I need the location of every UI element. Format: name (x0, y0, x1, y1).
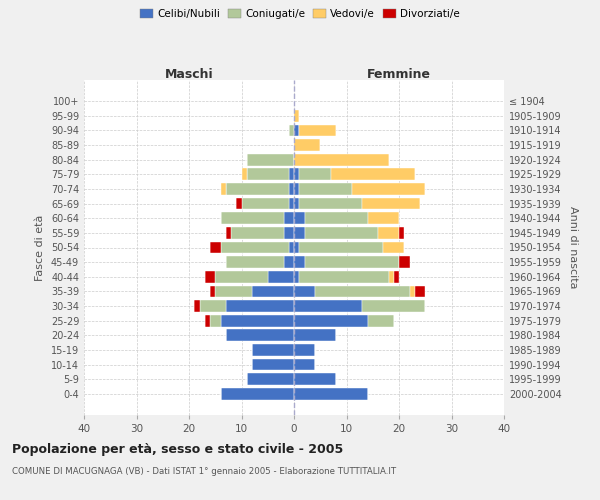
Bar (231, 227, 284, 238)
Bar (210, 286, 215, 298)
Text: Maschi: Maschi (164, 68, 214, 80)
Bar (221, 183, 226, 195)
Bar (294, 154, 389, 166)
Bar (289, 242, 294, 254)
Bar (294, 374, 336, 385)
Bar (294, 344, 315, 356)
Bar (315, 286, 409, 298)
Bar (221, 242, 289, 254)
Bar (305, 256, 399, 268)
Bar (210, 315, 221, 326)
Legend: Celibi/Nubili, Coniugati/e, Vedovi/e, Divorziati/e: Celibi/Nubili, Coniugati/e, Vedovi/e, Di… (136, 5, 464, 24)
Text: Femmine: Femmine (367, 68, 431, 80)
Bar (299, 124, 336, 136)
Bar (294, 212, 305, 224)
Bar (226, 256, 284, 268)
Bar (241, 168, 247, 180)
Bar (299, 242, 383, 254)
Y-axis label: Anni di nascita: Anni di nascita (568, 206, 578, 288)
Bar (294, 110, 299, 122)
Text: Popolazione per età, sesso e stato civile - 2005: Popolazione per età, sesso e stato civil… (12, 442, 343, 456)
Bar (205, 271, 215, 282)
Bar (305, 227, 378, 238)
Bar (294, 256, 305, 268)
Bar (415, 286, 425, 298)
Bar (289, 198, 294, 209)
Bar (226, 300, 294, 312)
Bar (305, 212, 367, 224)
Bar (226, 330, 294, 341)
Bar (247, 154, 294, 166)
Bar (294, 315, 367, 326)
Y-axis label: Fasce di età: Fasce di età (35, 214, 45, 280)
Bar (215, 286, 252, 298)
Bar (294, 183, 299, 195)
Bar (252, 359, 294, 370)
Bar (378, 227, 399, 238)
Bar (289, 124, 294, 136)
Bar (284, 227, 294, 238)
Bar (294, 330, 336, 341)
Bar (226, 227, 231, 238)
Bar (352, 183, 425, 195)
Text: COMUNE DI MACUGNAGA (VB) - Dati ISTAT 1° gennaio 2005 - Elaborazione TUTTITALIA.: COMUNE DI MACUGNAGA (VB) - Dati ISTAT 1°… (12, 468, 396, 476)
Bar (221, 315, 294, 326)
Bar (241, 198, 289, 209)
Bar (299, 198, 362, 209)
Bar (289, 168, 294, 180)
Bar (362, 300, 425, 312)
Bar (299, 183, 352, 195)
Bar (226, 183, 289, 195)
Bar (221, 388, 294, 400)
Bar (284, 212, 294, 224)
Bar (194, 300, 199, 312)
Bar (299, 271, 389, 282)
Bar (294, 227, 305, 238)
Bar (236, 198, 241, 209)
Bar (383, 242, 404, 254)
Bar (199, 300, 226, 312)
Bar (294, 242, 299, 254)
Bar (389, 271, 394, 282)
Bar (252, 344, 294, 356)
Bar (205, 315, 210, 326)
Bar (284, 256, 294, 268)
Bar (268, 271, 294, 282)
Bar (210, 242, 221, 254)
Bar (289, 183, 294, 195)
Bar (299, 168, 331, 180)
Bar (294, 388, 367, 400)
Bar (294, 359, 315, 370)
Bar (215, 271, 268, 282)
Bar (294, 124, 299, 136)
Bar (409, 286, 415, 298)
Bar (367, 212, 399, 224)
Bar (399, 256, 409, 268)
Bar (221, 212, 284, 224)
Bar (331, 168, 415, 180)
Bar (294, 198, 299, 209)
Bar (394, 271, 399, 282)
Bar (252, 286, 294, 298)
Bar (294, 139, 320, 151)
Bar (294, 168, 299, 180)
Bar (362, 198, 420, 209)
Bar (247, 374, 294, 385)
Bar (399, 227, 404, 238)
Bar (294, 300, 362, 312)
Bar (247, 168, 289, 180)
Bar (294, 286, 315, 298)
Bar (367, 315, 394, 326)
Bar (294, 271, 299, 282)
